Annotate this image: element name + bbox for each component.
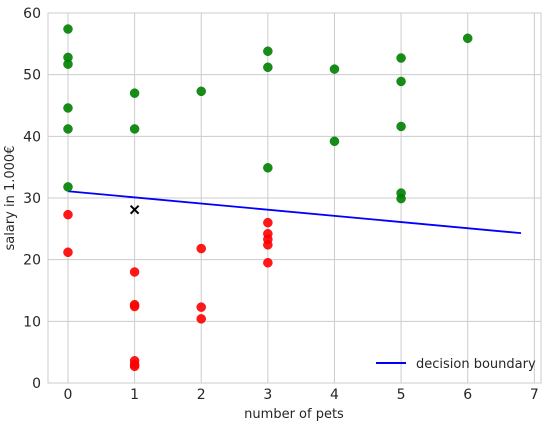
y-tick-label: 0 xyxy=(32,376,41,392)
green-point xyxy=(396,121,406,132)
x-tick-label: 1 xyxy=(130,387,139,403)
green-point xyxy=(396,76,406,87)
legend-label: decision boundary xyxy=(416,357,536,372)
red-point xyxy=(263,217,273,228)
green-point xyxy=(263,163,273,173)
y-axis-label: salary in 1.000€ xyxy=(3,146,18,251)
y-tick-label: 30 xyxy=(23,191,41,207)
y-tick-label: 40 xyxy=(23,129,41,145)
x-tick-label: 5 xyxy=(397,387,406,403)
green-point xyxy=(462,33,473,44)
red-point xyxy=(196,243,206,254)
green-point xyxy=(63,124,73,134)
green-point xyxy=(329,136,340,147)
x-tick-label: 2 xyxy=(197,387,206,403)
green-point xyxy=(263,46,273,56)
y-tick-label: 60 xyxy=(23,6,41,22)
green-point xyxy=(396,53,406,63)
y-tick-labels: 0 10 20 30 40 50 60 xyxy=(23,6,41,392)
y-tick-label: 20 xyxy=(23,253,41,269)
green-point xyxy=(263,62,273,73)
x-tick-label: 7 xyxy=(530,387,539,403)
red-point xyxy=(129,301,140,312)
grid xyxy=(48,12,541,384)
red-point xyxy=(196,314,206,324)
green-point xyxy=(129,124,140,134)
x-axis-label: number of pets xyxy=(244,407,344,422)
red-point xyxy=(263,258,273,268)
green-point xyxy=(196,86,206,97)
green-point xyxy=(63,24,73,34)
y-tick-label: 50 xyxy=(23,68,41,84)
red-point xyxy=(129,267,140,277)
x-tick-label: 4 xyxy=(330,387,339,403)
red-point xyxy=(63,247,73,258)
red-point xyxy=(63,209,73,220)
x-tick-label: 6 xyxy=(463,387,472,403)
point-layer xyxy=(63,24,473,372)
red-point xyxy=(263,240,273,250)
line-layer xyxy=(67,190,522,235)
green-point xyxy=(129,88,140,98)
decision-boundary-line xyxy=(67,190,522,235)
green-point xyxy=(63,103,73,113)
x-tick-label: 3 xyxy=(263,387,272,403)
x-tick-label: 0 xyxy=(64,387,73,403)
x-tick-labels: 0 1 2 3 4 5 6 7 xyxy=(64,387,539,403)
green-point xyxy=(396,193,406,204)
y-tick-label: 10 xyxy=(23,314,41,330)
plot-frame xyxy=(47,12,542,384)
legend: decision boundary xyxy=(376,357,536,372)
x-marker-point xyxy=(129,205,140,215)
green-point xyxy=(63,59,73,69)
green-point xyxy=(329,64,340,74)
red-point xyxy=(129,361,140,372)
red-point xyxy=(196,302,206,312)
green-point xyxy=(63,182,73,192)
